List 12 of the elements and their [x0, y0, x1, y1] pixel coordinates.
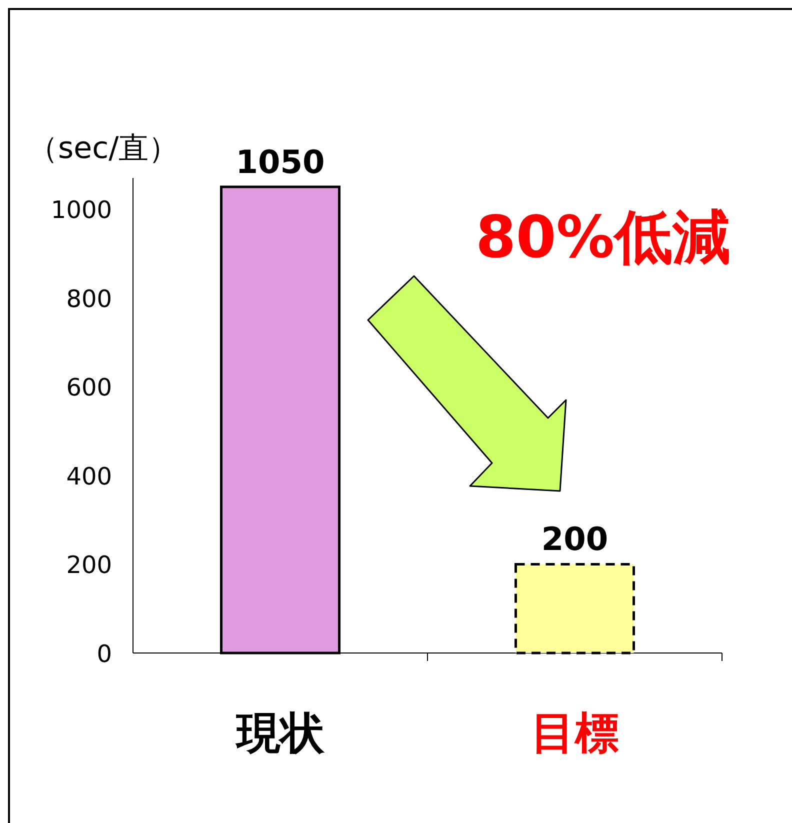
- y-tick-label: 200: [66, 551, 112, 580]
- y-tick-label: 600: [66, 374, 112, 402]
- data-label: 200: [541, 520, 608, 558]
- annotation: 80%低減: [476, 203, 730, 271]
- y-tick-label: 800: [66, 284, 112, 313]
- data-label: 1050: [236, 142, 325, 181]
- y-tick-label: 400: [66, 462, 112, 490]
- x-tick-label: 現状: [234, 708, 326, 759]
- y-tick-label: 0: [96, 640, 112, 668]
- y-tick-label: 1000: [50, 196, 112, 224]
- x-tick-label: 目標: [530, 708, 619, 759]
- y-axis-title: （sec/直）: [28, 131, 179, 166]
